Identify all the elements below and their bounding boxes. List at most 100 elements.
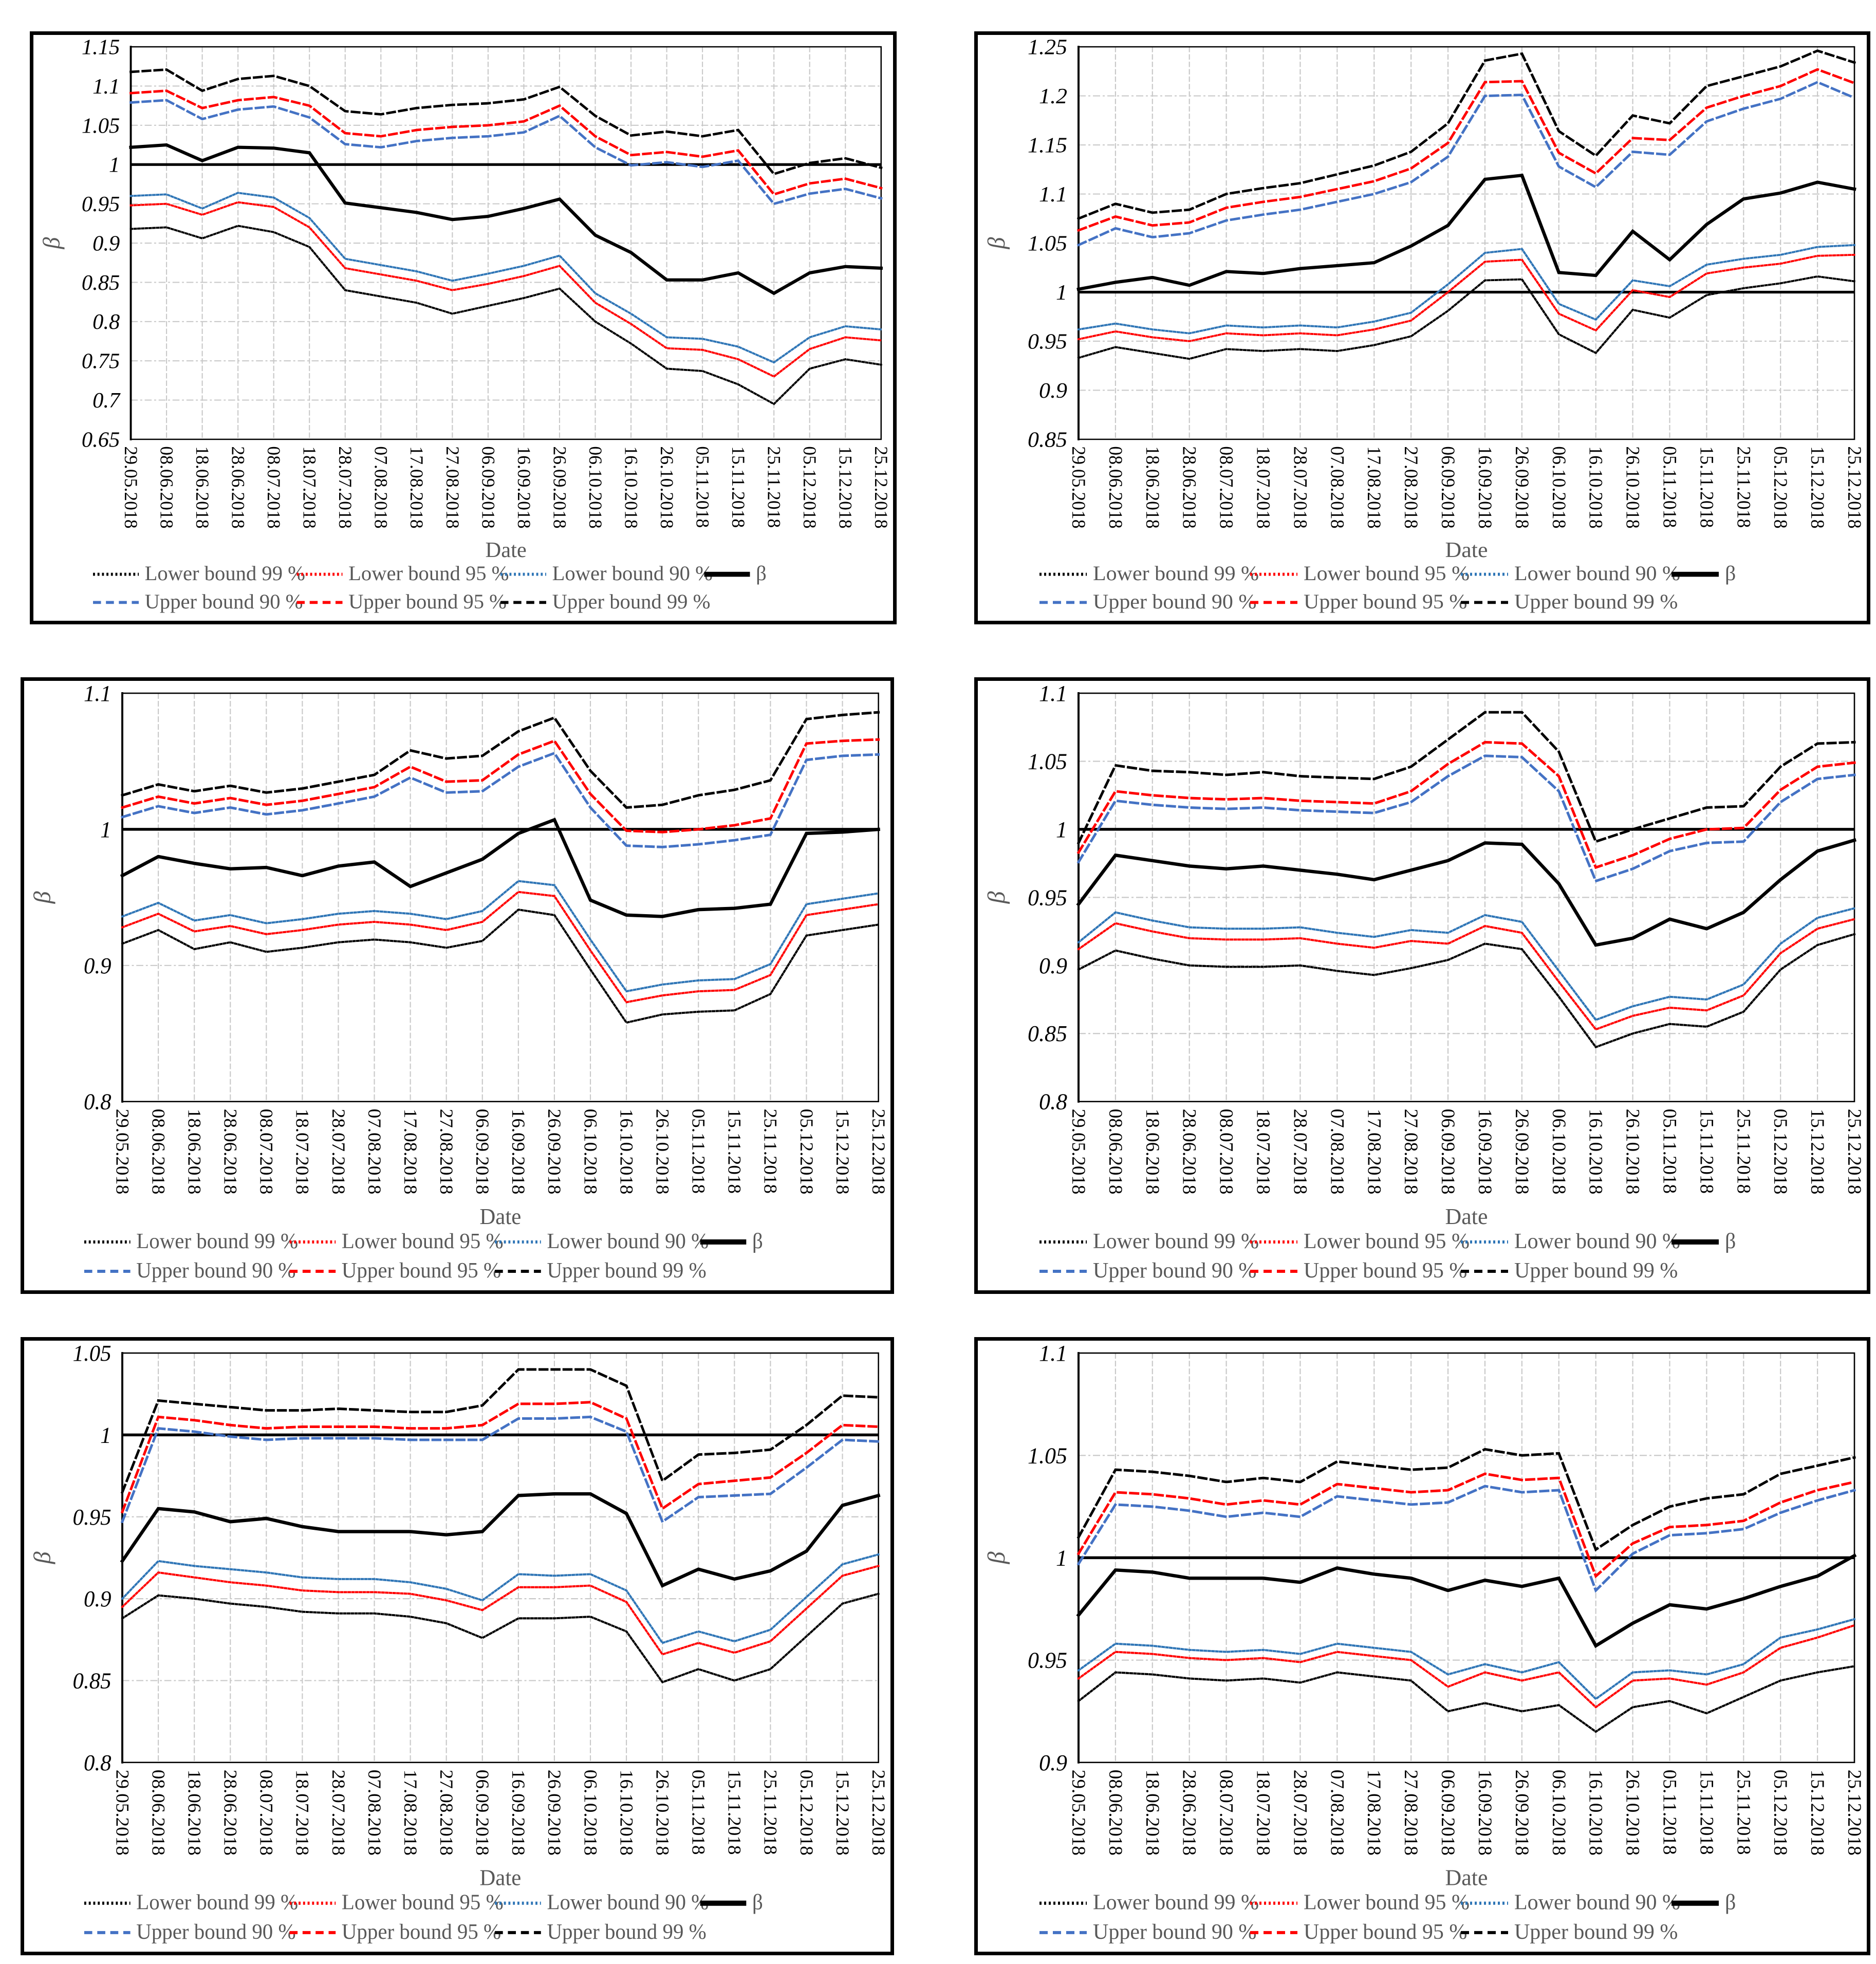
svg-text:06.10.2018: 06.10.2018	[585, 446, 606, 528]
series-β	[1076, 838, 1857, 947]
series-Lower bound 95 %	[129, 201, 882, 378]
svg-text:16.09.2018: 16.09.2018	[508, 1770, 529, 1856]
series-Lower bound 99 %	[1077, 275, 1856, 360]
y-tick-labels: 0.8 0.85 0.9 0.95 1 1.05	[73, 1341, 112, 1775]
legend-label: Upper bound 95 %	[1304, 1259, 1467, 1283]
svg-text:18.06.2018: 18.06.2018	[184, 1109, 205, 1195]
svg-text:25.12.2018: 25.12.2018	[868, 1109, 889, 1195]
svg-text:25.11.2018: 25.11.2018	[760, 1109, 781, 1194]
svg-text:08.07.2018: 08.07.2018	[1216, 1770, 1237, 1856]
legend-label: Upper bound 99 %	[547, 1919, 706, 1943]
svg-text:15.12.2018: 15.12.2018	[835, 446, 856, 528]
legend-label: Upper bound 90 %	[145, 590, 303, 613]
svg-text:1.1: 1.1	[1039, 681, 1067, 706]
series-Lower bound 90 %	[1077, 244, 1856, 335]
svg-text:28.07.2018: 28.07.2018	[328, 1770, 349, 1856]
svg-text:06.10.2018: 06.10.2018	[1549, 446, 1570, 528]
series-Upper bound 99 %	[120, 711, 880, 809]
svg-text:29.05.2018: 29.05.2018	[121, 446, 141, 528]
series-Upper bound 90 %	[120, 1415, 880, 1524]
svg-text:16.10.2018: 16.10.2018	[1585, 1109, 1606, 1195]
svg-text:1: 1	[109, 153, 120, 177]
svg-text:05.11.2018: 05.11.2018	[689, 1770, 709, 1855]
svg-text:16.09.2018: 16.09.2018	[514, 446, 534, 528]
svg-text:06.09.2018: 06.09.2018	[1437, 1109, 1458, 1195]
series-Lower bound 95 %	[1077, 253, 1856, 342]
x-axis-title: Date	[1445, 1204, 1488, 1229]
y-axis-title: β	[983, 891, 1010, 904]
chart-svg-middle-right: 0.8 0.85 0.9 0.95 1 1.05 1.1 β 29.05.2018 08.06.2…	[983, 681, 1865, 1283]
legend-label: Lower bound 99 %	[1093, 562, 1259, 585]
svg-text:05.11.2018: 05.11.2018	[692, 446, 713, 528]
svg-text:28.06.2018: 28.06.2018	[1179, 446, 1200, 528]
y-tick-labels: 0.9 0.95 1 1.05 1.1	[1028, 1341, 1067, 1775]
legend-label: β	[752, 1890, 763, 1914]
legend-label: Lower bound 95 %	[1304, 562, 1470, 585]
svg-text:26.09.2018: 26.09.2018	[1511, 1109, 1532, 1195]
series-Lower bound 95 %	[121, 1564, 880, 1656]
svg-text:16.10.2018: 16.10.2018	[621, 446, 641, 528]
svg-text:18.07.2018: 18.07.2018	[1253, 1770, 1274, 1856]
svg-text:07.08.2018: 07.08.2018	[1326, 1109, 1347, 1195]
svg-text:0.75: 0.75	[82, 349, 120, 374]
svg-text:15.11.2018: 15.11.2018	[1696, 1770, 1717, 1855]
series-Lower bound 90 %	[1077, 907, 1856, 1022]
svg-text:1.05: 1.05	[1028, 1443, 1067, 1468]
x-tick-labels: 29.05.2018 08.06.2018 18.06.2018 28.06.2018…	[112, 1770, 889, 1856]
svg-text:28.06.2018: 28.06.2018	[1179, 1770, 1200, 1856]
svg-text:15.12.2018: 15.12.2018	[1807, 1770, 1828, 1856]
svg-text:06.09.2018: 06.09.2018	[472, 1109, 493, 1195]
legend-label: Lower bound 95 %	[342, 1890, 504, 1914]
svg-text:28.06.2018: 28.06.2018	[228, 446, 249, 528]
svg-text:25.12.2018: 25.12.2018	[1844, 1109, 1865, 1195]
svg-text:0.8: 0.8	[84, 1089, 112, 1115]
chart-svg-bottom-right: 0.9 0.95 1 1.05 1.1 β 29.05.2018 08.06.2018 18.0…	[983, 1341, 1865, 1944]
svg-text:1.15: 1.15	[1028, 134, 1067, 157]
svg-text:06.09.2018: 06.09.2018	[478, 446, 498, 528]
svg-text:18.07.2018: 18.07.2018	[300, 446, 320, 528]
svg-text:26.10.2018: 26.10.2018	[657, 446, 677, 528]
svg-text:28.06.2018: 28.06.2018	[220, 1770, 241, 1856]
legend-label: Upper bound 90 %	[1093, 1920, 1256, 1944]
x-axis-title: Date	[479, 1865, 521, 1891]
legend-label: Upper bound 99 %	[547, 1258, 706, 1282]
svg-text:25.12.2018: 25.12.2018	[871, 446, 891, 528]
svg-text:07.08.2018: 07.08.2018	[371, 446, 392, 528]
svg-text:0.8: 0.8	[1039, 1089, 1067, 1115]
legend-label: Upper bound 90 %	[136, 1919, 295, 1943]
series-Lower bound 99 %	[129, 225, 882, 405]
svg-text:05.12.2018: 05.12.2018	[800, 446, 820, 528]
legend-label: Lower bound 90 %	[547, 1229, 709, 1253]
svg-text:05.12.2018: 05.12.2018	[1770, 1109, 1791, 1195]
legend-row-1: Lower bound 99 % Lower bound 95 % Lower bo…	[1039, 562, 1736, 585]
legend-row-1: Lower bound 99 % Lower bound 95 % Lower bo…	[1039, 1891, 1736, 1915]
svg-text:06.09.2018: 06.09.2018	[472, 1770, 493, 1856]
svg-text:17.08.2018: 17.08.2018	[1364, 446, 1385, 528]
svg-text:1.05: 1.05	[1028, 749, 1067, 774]
svg-text:06.10.2018: 06.10.2018	[1548, 1770, 1569, 1856]
svg-text:18.06.2018: 18.06.2018	[1142, 446, 1163, 528]
svg-text:16.10.2018: 16.10.2018	[1586, 446, 1607, 528]
svg-text:08.07.2018: 08.07.2018	[256, 1770, 277, 1856]
series-Upper bound 90 %	[129, 99, 883, 206]
x-tick-labels: 29.05.2018 08.06.2018 18.06.2018 28.06.2018…	[112, 1109, 889, 1195]
svg-text:25.11.2018: 25.11.2018	[1733, 446, 1754, 528]
svg-text:15.11.2018: 15.11.2018	[728, 446, 749, 528]
y-axis-title: β	[39, 237, 65, 250]
svg-text:1.1: 1.1	[84, 681, 112, 707]
svg-text:0.9: 0.9	[84, 953, 112, 978]
svg-text:1.05: 1.05	[82, 114, 120, 138]
svg-text:28.07.2018: 28.07.2018	[328, 1109, 349, 1195]
legend-label: Lower bound 99 %	[136, 1890, 298, 1914]
svg-text:29.05.2018: 29.05.2018	[1068, 1770, 1089, 1856]
horizontal-gridlines	[1079, 761, 1854, 1034]
legend-row-2: Upper bound 90 % Upper bound 95 % Upper bo…	[93, 590, 710, 613]
svg-text:1: 1	[1056, 1545, 1067, 1570]
svg-text:0.9: 0.9	[92, 232, 120, 256]
chart-beta-bounds-top-right: 0.85 0.9 0.95 1 1.05 1.1 1.15 1.2 1.25 β 29.05.201…	[974, 31, 1870, 624]
legend-label: Upper bound 95 %	[348, 590, 507, 613]
svg-text:0.9: 0.9	[1039, 379, 1067, 403]
svg-text:1.25: 1.25	[1028, 35, 1067, 59]
legend-label: Upper bound 95 %	[342, 1919, 501, 1943]
svg-text:1.15: 1.15	[82, 35, 120, 60]
